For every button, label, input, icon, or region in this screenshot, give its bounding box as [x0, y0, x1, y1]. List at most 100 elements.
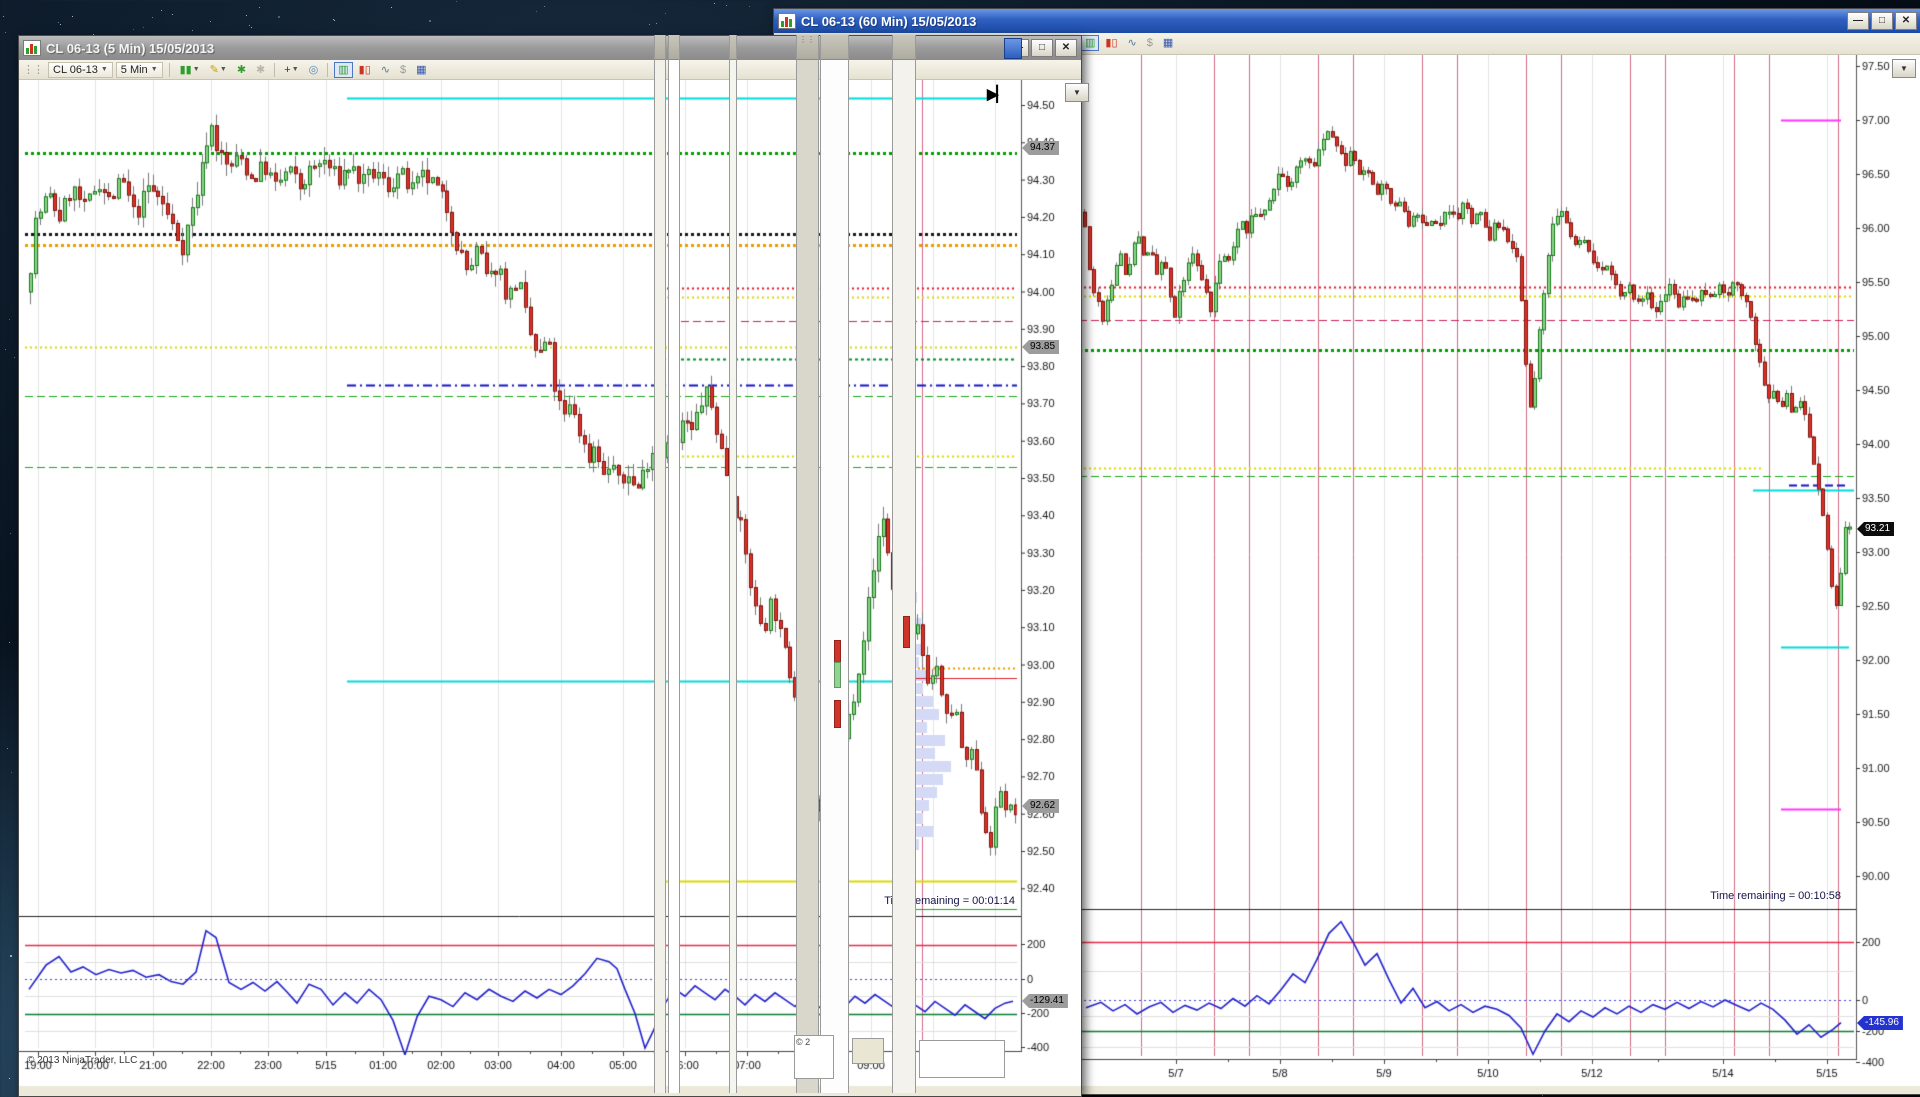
chevron-down-icon: ▼	[291, 66, 299, 73]
style-dollar-button-icon: $	[399, 63, 407, 76]
instrument-dropdown[interactable]: CL 06-13 ▼	[48, 61, 113, 78]
overlapping-window-strip[interactable]	[892, 35, 916, 1093]
price-axis-dropdown[interactable]: ▼	[1065, 83, 1089, 102]
zoom-circle-icon: ◎	[308, 63, 319, 76]
marker-disabled-icon: ✱	[256, 63, 266, 76]
strip-titlebar[interactable]	[821, 35, 848, 60]
zoom-circle-icon[interactable]: ◎	[305, 62, 323, 78]
star-dot	[456, 1, 457, 2]
close-button[interactable]: ✕	[1895, 12, 1917, 30]
star-dot	[72, 16, 73, 17]
style-column-button[interactable]: ▦	[412, 62, 430, 78]
style-line-button[interactable]: ∿	[1124, 35, 1141, 51]
star-dot	[251, 27, 252, 28]
style-bars-button[interactable]: ▥	[334, 61, 353, 78]
star-dot	[429, 20, 431, 22]
star-dot	[391, 7, 392, 8]
copyright-label: © 2013 NinjaTrader, LLC	[27, 1055, 138, 1066]
crosshair-icon: +	[284, 63, 291, 76]
maximize-button[interactable]: □	[1031, 39, 1053, 57]
star-dot	[161, 10, 162, 11]
indicators-icon[interactable]: ▮▮ ▼	[176, 62, 204, 78]
strip-titlebar[interactable]	[730, 35, 736, 60]
style-dollar-button[interactable]: $	[1143, 35, 1157, 51]
window-title: CL 06-13 (5 Min) 15/05/2013	[46, 40, 215, 56]
star-dot	[152, 17, 153, 18]
interval-dropdown[interactable]: 5 Min ▼	[115, 61, 163, 78]
window-fragment-box	[852, 1038, 884, 1064]
star-dot	[649, 24, 650, 25]
star-dot	[93, 34, 94, 35]
star-dot	[1542, 1095, 1543, 1096]
style-dollar-button[interactable]: $	[396, 62, 410, 78]
star-dot	[656, 23, 657, 24]
overlapping-window-strip[interactable]	[820, 35, 849, 1093]
style-candles-button-icon: ▮▯	[1105, 36, 1118, 49]
star-dot	[665, 13, 666, 14]
strip-titlebar[interactable]: ⋮⋮⋮	[797, 35, 818, 60]
time-remaining-label: Time remaining = 00:01:14	[884, 895, 1015, 907]
strip-titlebar[interactable]	[893, 35, 915, 60]
price-marker-tag: -129.41	[1022, 994, 1068, 1008]
style-line-button-icon: ∿	[1127, 36, 1137, 49]
minimize-button[interactable]: —	[1847, 12, 1869, 30]
chart-app-icon	[778, 13, 796, 29]
close-button[interactable]: ✕	[1055, 39, 1077, 57]
chart-toolbar-5min: ⋮⋮ CL 06-13 ▼ 5 Min ▼ ▮▮ ▼ ✎ ▼ ✱ ✱ + ▼ ◎ ▥ ▮▯ ∿ $ ▦	[19, 60, 1081, 80]
price-chart-canvas-5min[interactable]	[19, 36, 1081, 1096]
maximize-button[interactable]: □	[1871, 12, 1893, 30]
star-dot	[246, 15, 247, 16]
star-dot	[143, 27, 144, 28]
price-marker-tag: -145.96	[1857, 1016, 1903, 1030]
star-dot	[536, 11, 537, 12]
marker-disabled-icon[interactable]: ✱	[252, 62, 269, 78]
overlapping-window-strip[interactable]: ⋮⋮⋮	[796, 35, 819, 1093]
interval-label: 5 Min	[120, 63, 148, 76]
go-to-end-marker[interactable]: ▶▏	[987, 86, 1008, 103]
price-axis-dropdown[interactable]: ▼	[1892, 59, 1916, 78]
style-candles-button[interactable]: ▮▯	[355, 62, 375, 78]
price-marker-tag: 94.37	[1022, 141, 1060, 155]
candle-fragment	[903, 616, 910, 648]
style-column-button[interactable]: ▦	[1159, 35, 1177, 51]
overlapping-window-strip[interactable]	[654, 35, 666, 1093]
star-dot	[3, 16, 4, 17]
style-candles-button[interactable]: ▮▯	[1101, 35, 1121, 51]
draw-pencil-icon[interactable]: ✎ ▼	[206, 62, 231, 78]
time-remaining-label: Time remaining = 00:10:58	[1710, 890, 1841, 902]
window-fragment-box	[919, 1040, 1005, 1078]
star-dot	[9, 642, 10, 643]
star-dot	[249, 25, 250, 26]
chart-app-icon	[23, 40, 41, 56]
star-dot	[9, 1078, 10, 1079]
marker-green-icon[interactable]: ✱	[233, 62, 250, 78]
indicators-icon: ▮▮	[179, 63, 192, 76]
price-marker-tag: 92.62	[1022, 799, 1060, 813]
chevron-down-icon: ▼	[192, 66, 200, 73]
titlebar-5min[interactable]: CL 06-13 (5 Min) 15/05/2013 —□✕	[19, 36, 1081, 60]
toolbar-grip[interactable]: ⋮⋮	[23, 64, 44, 76]
strip-titlebar[interactable]	[669, 35, 679, 60]
chart-window-5min[interactable]: CL 06-13 (5 Min) 15/05/2013 —□✕ ⋮⋮ CL 06…	[18, 35, 1089, 1097]
star-dot	[749, 6, 750, 7]
overlapping-window-strip[interactable]	[668, 35, 680, 1093]
instrument-label: CL 06-13	[53, 63, 98, 76]
candle-fragment	[834, 700, 841, 728]
star-dot	[133, 29, 134, 30]
star-dot	[5, 349, 6, 350]
star-dot	[278, 16, 280, 18]
star-dot	[544, 6, 545, 7]
crosshair-icon[interactable]: + ▼	[280, 62, 302, 78]
star-dot	[726, 5, 727, 6]
star-dot	[210, 21, 211, 22]
star-dot	[259, 7, 260, 8]
titlebar-60min[interactable]: CL 06-13 (60 Min) 15/05/2013 — □ ✕	[774, 9, 1920, 33]
strip-titlebar[interactable]	[655, 35, 665, 60]
style-line-button[interactable]: ∿	[377, 62, 394, 78]
window-title: CL 06-13 (60 Min) 15/05/2013	[801, 13, 977, 29]
style-dollar-button-icon: $	[1146, 36, 1153, 49]
star-dot	[10, 533, 11, 534]
style-bars-button[interactable]: ▥	[1081, 34, 1100, 51]
star-dot	[11, 772, 12, 773]
overlapping-window-strip[interactable]	[729, 35, 737, 1093]
